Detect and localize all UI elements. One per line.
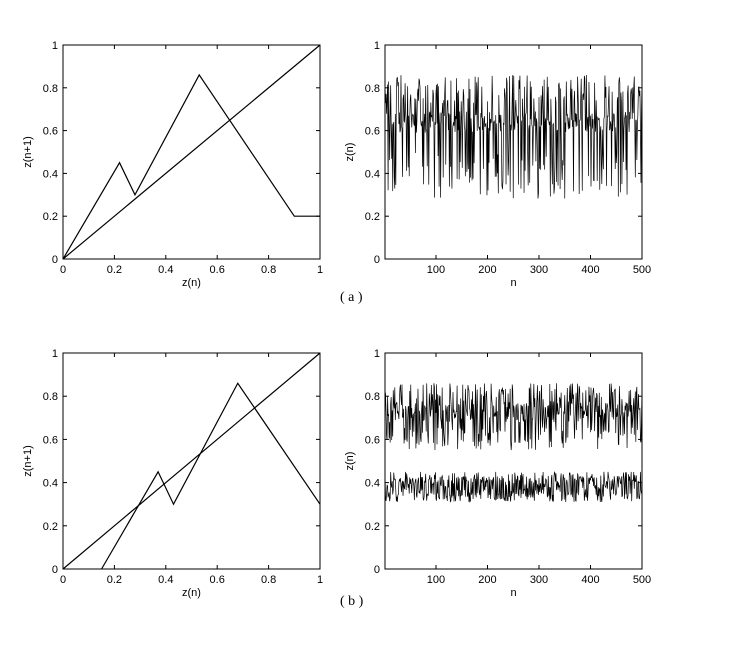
y-tick-label: 0.2 [43,521,58,533]
y-tick-label: 0.6 [365,434,380,446]
x-axis-label: n [510,277,516,289]
x-tick-label: 300 [530,264,548,276]
y-tick-label: 0.6 [43,434,58,446]
y-tick-label: 0 [52,254,58,266]
y-tick-label: 0.4 [365,478,380,490]
y-tick-label: 0.2 [43,211,58,223]
series-line [62,352,321,570]
panel-b-map: 0 0.2 0.4 0.6 0.8 1 0 0.2 0.4 0.6 0.8 1 z(n) z(n+1) [22,348,323,599]
x-tick-label: 0.2 [107,264,122,276]
y-tick-label: 0.4 [365,168,380,180]
x-tick-label: 0.6 [210,264,225,276]
series-line [62,73,320,260]
x-tick-label: 100 [427,574,445,586]
series-line [384,471,643,503]
y-tick-label: 0.6 [365,126,380,138]
axes-box [62,352,321,570]
x-tick-label: 0 [60,574,66,586]
y-tick-label: 1 [374,348,380,360]
x-tick-label: 1 [317,264,323,276]
x-tick-label: 0.8 [261,264,276,276]
x-tick-label: 400 [581,574,599,586]
x-tick-label: 0.8 [261,574,276,586]
axes-box [384,44,643,260]
y-tick-label: 0.6 [43,126,58,138]
y-tick-label: 0 [374,564,380,576]
x-tick-label: 400 [581,264,599,276]
y-axis-label: z(n+1) [22,445,34,477]
x-tick-label: 1 [317,574,323,586]
x-tick-label: 200 [478,264,496,276]
x-tick-label: 0.6 [210,574,225,586]
x-tick-label: 0.4 [158,264,173,276]
series-line [62,44,321,260]
x-axis-label: z(n) [182,587,201,599]
y-tick-label: 0.2 [365,211,380,223]
x-tick-label: 0.4 [158,574,173,586]
axes-box [62,44,321,260]
panel-a-timeseries: 0 0.2 0.4 0.6 0.8 1 100 200 300 400 500 n z(n) [344,40,651,289]
y-tick-label: 0.8 [365,391,380,403]
x-axis-label: n [510,587,516,599]
y-tick-label: 0.8 [43,83,58,95]
y-tick-label: 1 [374,40,380,52]
series-line [101,382,321,570]
y-tick-label: 0 [52,564,58,576]
x-tick-label: 200 [478,574,496,586]
caption-b: ( b ) [340,594,364,609]
y-axis-label: z(n) [344,452,356,471]
x-tick-label: 500 [633,264,651,276]
panel-b-timeseries: 0 0.2 0.4 0.6 0.8 1 100 200 300 400 500 n z(n) [344,348,651,599]
y-tick-label: 0.2 [365,521,380,533]
y-axis-label: z(n) [344,143,356,162]
y-axis-label: z(n+1) [22,136,34,168]
caption-a: ( a ) [340,290,363,305]
y-tick-label: 0.4 [43,478,58,490]
y-tick-label: 1 [52,348,58,360]
y-tick-label: 1 [52,40,58,52]
x-tick-label: 500 [633,574,651,586]
x-tick-label: 0.2 [107,574,122,586]
y-tick-label: 0.8 [43,391,58,403]
y-tick-label: 0.4 [43,168,58,180]
x-axis-label: z(n) [182,277,201,289]
panel-a-map: 0 0.2 0.4 0.6 0.8 1 0 0.2 0.4 0.6 0.8 1 z(n) z(n+1) [22,40,323,289]
y-tick-label: 0 [374,254,380,266]
x-tick-label: 300 [530,574,548,586]
x-tick-label: 0 [60,264,66,276]
series-line [384,383,643,451]
y-tick-label: 0.8 [365,83,380,95]
x-tick-label: 100 [427,264,445,276]
axes-box [384,352,643,570]
series-line [384,74,643,199]
